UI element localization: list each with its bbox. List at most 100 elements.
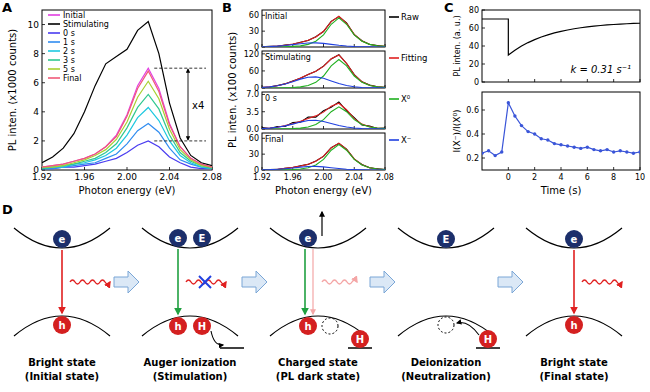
x-tick-label: 2.00 bbox=[315, 173, 333, 182]
x-axis-label: Photon energy (eV) bbox=[79, 185, 176, 196]
y-tick-label: 8 bbox=[33, 49, 39, 59]
axes: 02468100.20.40.6 bbox=[466, 92, 645, 182]
data-point bbox=[579, 147, 582, 150]
particle-label: h bbox=[58, 320, 65, 331]
legend-label: 3 s bbox=[63, 56, 75, 65]
data-point bbox=[513, 114, 516, 117]
y-tick-label: 30 bbox=[249, 27, 259, 36]
particle-label: E bbox=[199, 233, 206, 244]
step-arrow bbox=[498, 271, 523, 293]
data-point bbox=[507, 101, 510, 104]
plot-frame bbox=[262, 133, 385, 170]
plot-data bbox=[262, 143, 385, 170]
y-tick-label: 0.4 bbox=[466, 130, 479, 139]
subplot-title: Stimulating bbox=[265, 53, 311, 62]
data-point bbox=[533, 132, 536, 135]
legend-label: X⁻ bbox=[401, 135, 411, 145]
cross bbox=[199, 276, 211, 288]
legend-swatch bbox=[48, 32, 60, 34]
series-line bbox=[262, 107, 385, 129]
plot-frame bbox=[482, 10, 640, 82]
data-point bbox=[605, 148, 608, 151]
series-line bbox=[262, 145, 385, 170]
data-point bbox=[487, 149, 490, 152]
particle-label: H bbox=[484, 334, 492, 345]
panel-label: A bbox=[2, 0, 12, 15]
conduction-band bbox=[270, 228, 366, 248]
x-tick-label: 2.08 bbox=[202, 172, 222, 182]
y-tick-label: 30 bbox=[249, 150, 259, 159]
data-point bbox=[500, 150, 503, 153]
x-tick-label: 2.04 bbox=[345, 173, 363, 182]
series-line bbox=[262, 120, 385, 129]
x-tick-label: 4 bbox=[558, 173, 563, 182]
state-subtitle: (PL dark state) bbox=[276, 371, 360, 382]
state-title: Bright state bbox=[540, 357, 608, 368]
double-arrow bbox=[188, 69, 189, 140]
photon bbox=[582, 280, 622, 284]
step-arrow bbox=[114, 271, 139, 293]
x-tick-label: 1.96 bbox=[284, 173, 302, 182]
state-title: Charged state bbox=[278, 357, 358, 368]
plot-data bbox=[482, 19, 640, 55]
y-tick-label: 0 bbox=[254, 166, 259, 175]
x-axis-label: Time (s) bbox=[540, 185, 582, 196]
curved-arrow bbox=[457, 323, 479, 336]
valence-band bbox=[270, 316, 366, 336]
valence-band bbox=[398, 316, 494, 336]
state-subtitle: (Final state) bbox=[539, 371, 608, 382]
legend-label: 1 s bbox=[63, 38, 75, 47]
particle-label: h bbox=[174, 321, 181, 332]
vacancy bbox=[438, 317, 454, 333]
vacancy bbox=[322, 318, 338, 334]
axes: 0.03.57.0 bbox=[246, 90, 385, 134]
series-line bbox=[262, 77, 385, 88]
data-point bbox=[520, 124, 523, 127]
conduction-band bbox=[398, 228, 494, 248]
valence-band bbox=[14, 316, 110, 336]
y-axis-label: PL inten. (x1000 counts) bbox=[7, 29, 18, 152]
particle bbox=[299, 317, 317, 335]
conduction-band bbox=[142, 228, 238, 248]
plot-frame bbox=[262, 51, 385, 88]
transition-arrow bbox=[312, 249, 313, 314]
series-line bbox=[42, 123, 212, 168]
y-tick-label: 0.6 bbox=[466, 106, 479, 115]
legend-label: Initial bbox=[63, 11, 85, 20]
axes: 1.921.962.002.042.0803060 bbox=[249, 133, 394, 182]
data-point bbox=[592, 148, 595, 151]
state: EH bbox=[398, 228, 500, 348]
y-tick-label: 60 bbox=[249, 11, 259, 20]
legend-swatch bbox=[389, 57, 399, 59]
legend-swatch bbox=[48, 77, 60, 79]
series-line bbox=[482, 19, 640, 55]
particle bbox=[169, 229, 187, 247]
plot-data bbox=[482, 101, 640, 157]
particle bbox=[53, 230, 71, 248]
particle bbox=[169, 317, 187, 335]
valence-band bbox=[142, 316, 238, 336]
plot-data bbox=[262, 102, 385, 129]
annotation: x4 bbox=[154, 68, 206, 141]
state: eEhH bbox=[142, 228, 244, 348]
x-axis-label: Photon energy (eV) bbox=[275, 185, 372, 196]
step-arrow bbox=[370, 271, 395, 293]
particle bbox=[437, 230, 455, 248]
legend-label: Raw bbox=[401, 12, 419, 22]
series-line bbox=[42, 94, 212, 168]
y-tick-label: 0 bbox=[33, 165, 39, 175]
plot-frame bbox=[42, 10, 212, 170]
dashed-guide bbox=[154, 140, 206, 141]
state-subtitle: (Stimulation) bbox=[153, 371, 227, 382]
y-tick-label: 6 bbox=[33, 78, 39, 88]
state: eh bbox=[526, 228, 622, 336]
particle bbox=[479, 330, 497, 348]
x-tick-label: 2.04 bbox=[159, 172, 179, 182]
particle bbox=[565, 316, 583, 334]
annotation-text: k = 0.31 s⁻¹ bbox=[570, 64, 630, 75]
legend-swatch bbox=[48, 14, 60, 16]
series-line bbox=[482, 103, 640, 156]
particle-label: e bbox=[571, 234, 578, 245]
data-point bbox=[572, 146, 575, 149]
particle-label: h bbox=[304, 321, 311, 332]
